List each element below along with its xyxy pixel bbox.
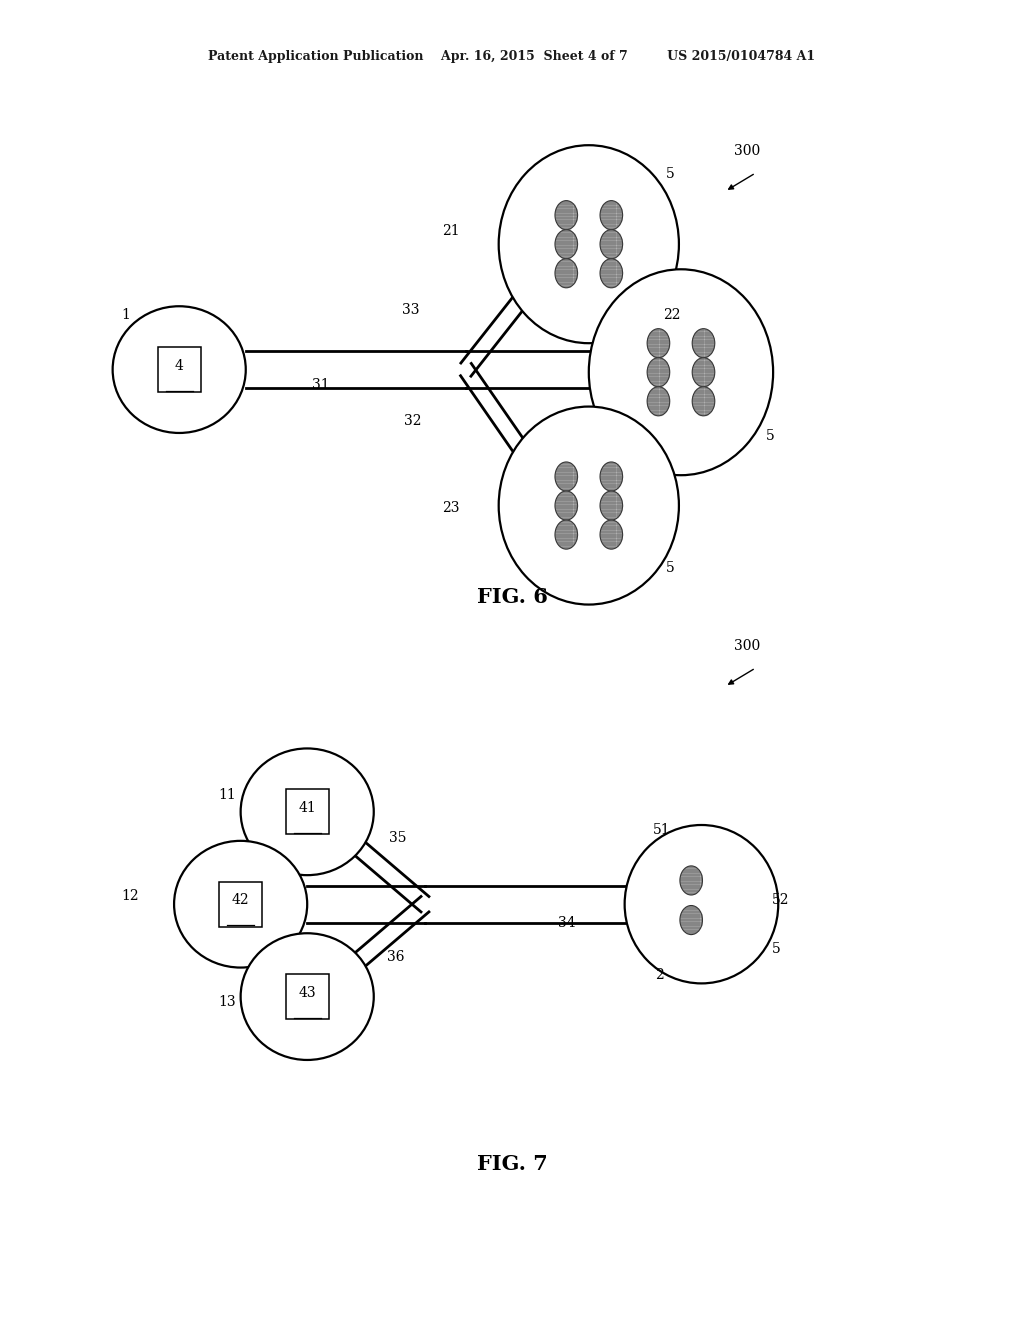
Text: 23: 23	[442, 502, 460, 515]
Text: 5: 5	[772, 942, 781, 956]
Ellipse shape	[499, 145, 679, 343]
Circle shape	[600, 201, 623, 230]
Text: 21: 21	[442, 224, 460, 238]
Text: FIG. 6: FIG. 6	[476, 586, 548, 607]
Text: 4: 4	[175, 359, 183, 372]
Text: Patent Application Publication    Apr. 16, 2015  Sheet 4 of 7         US 2015/01: Patent Application Publication Apr. 16, …	[209, 50, 815, 63]
Circle shape	[555, 491, 578, 520]
Text: 43: 43	[298, 986, 316, 999]
Text: 300: 300	[734, 144, 761, 158]
Circle shape	[680, 866, 702, 895]
Circle shape	[600, 491, 623, 520]
Text: FIG. 7: FIG. 7	[476, 1154, 548, 1175]
Circle shape	[647, 387, 670, 416]
Text: 12: 12	[121, 890, 138, 903]
Text: 52: 52	[772, 894, 790, 907]
Bar	[286, 974, 329, 1019]
Text: 22: 22	[664, 309, 681, 322]
Circle shape	[680, 906, 702, 935]
Circle shape	[692, 387, 715, 416]
Ellipse shape	[241, 748, 374, 875]
Bar	[286, 789, 329, 834]
Circle shape	[600, 230, 623, 259]
Text: 13: 13	[218, 995, 236, 1008]
Circle shape	[600, 520, 623, 549]
Text: 5: 5	[766, 429, 775, 442]
Circle shape	[555, 259, 578, 288]
Circle shape	[647, 358, 670, 387]
Circle shape	[555, 230, 578, 259]
Bar	[158, 347, 201, 392]
Text: 31: 31	[312, 379, 330, 392]
Text: 11: 11	[218, 788, 236, 801]
Circle shape	[555, 520, 578, 549]
Circle shape	[555, 462, 578, 491]
Text: 33: 33	[402, 304, 420, 317]
Text: 32: 32	[404, 414, 422, 428]
Ellipse shape	[241, 933, 374, 1060]
Ellipse shape	[625, 825, 778, 983]
Circle shape	[647, 329, 670, 358]
Text: 36: 36	[387, 950, 404, 964]
Text: 42: 42	[231, 894, 250, 907]
Text: 41: 41	[298, 801, 316, 814]
Text: 300: 300	[734, 639, 761, 653]
Ellipse shape	[174, 841, 307, 968]
Bar	[219, 882, 262, 927]
Circle shape	[600, 259, 623, 288]
Ellipse shape	[499, 407, 679, 605]
Circle shape	[692, 358, 715, 387]
Text: 51: 51	[653, 824, 671, 837]
Text: 35: 35	[389, 832, 407, 845]
Text: 1: 1	[121, 309, 130, 322]
Circle shape	[692, 329, 715, 358]
Circle shape	[555, 201, 578, 230]
Text: 5: 5	[666, 168, 675, 181]
Text: 34: 34	[558, 916, 575, 929]
Text: 5: 5	[666, 561, 675, 574]
Circle shape	[600, 462, 623, 491]
Text: 2: 2	[655, 969, 665, 982]
Ellipse shape	[589, 269, 773, 475]
